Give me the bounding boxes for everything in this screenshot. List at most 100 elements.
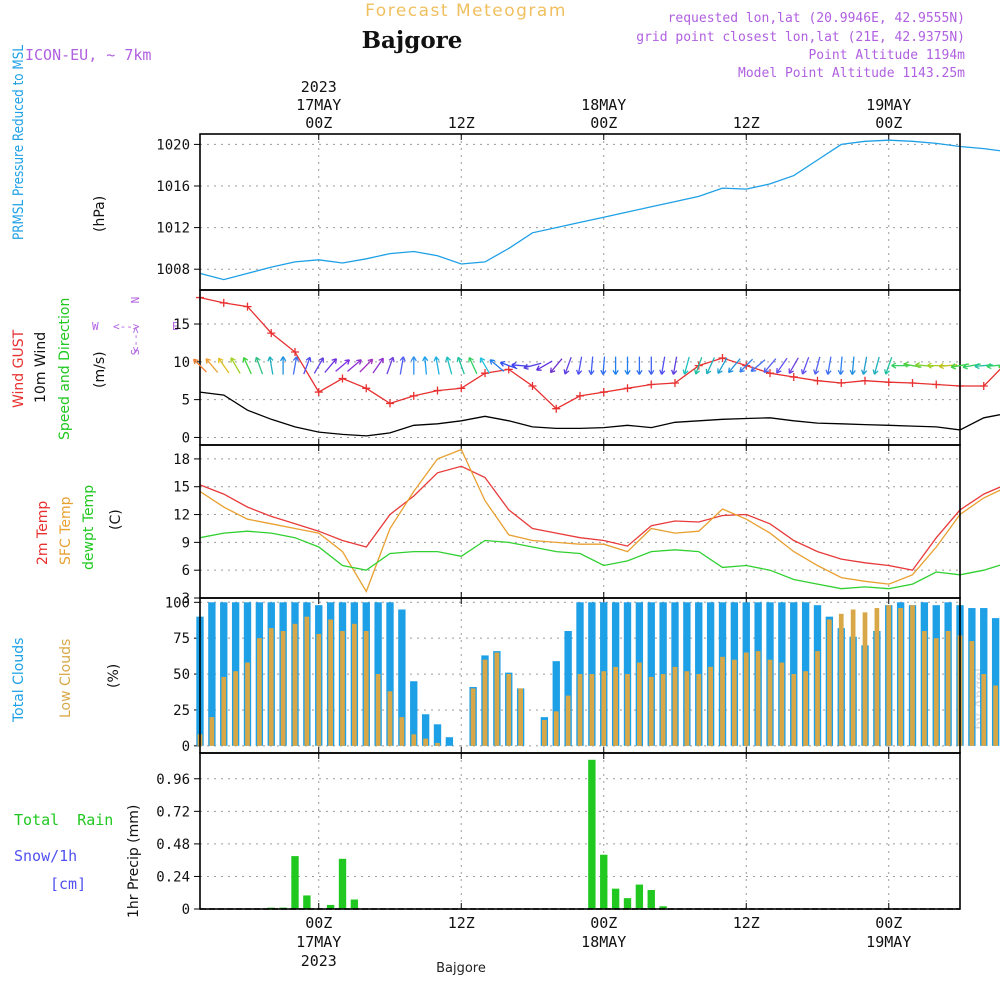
precip-bar: [635, 884, 644, 909]
gust-marker: [718, 354, 727, 363]
total-clouds-bar: [552, 661, 560, 746]
wind-arrow: [335, 359, 351, 372]
snow-label: Snow/1h: [14, 847, 77, 865]
wind-arrow: [242, 356, 252, 375]
wind-arrows: [192, 356, 1000, 375]
low-clouds-bar: [387, 691, 393, 746]
compass-w: W: [92, 320, 99, 333]
gust-marker: [789, 372, 798, 381]
wind-arrow: [267, 356, 274, 375]
clouds-unit: (%): [106, 664, 122, 688]
bottom-time-label: 00Z: [590, 914, 617, 932]
wind-arrow: [998, 365, 1000, 369]
gust-marker: [552, 404, 561, 413]
bottom-date-label: 18MAY: [581, 933, 626, 951]
ytick-label: 5: [182, 393, 190, 409]
total-clouds-label: Total Clouds: [11, 638, 27, 723]
ytick-label: 18: [173, 452, 190, 468]
total-rain-label: Total Rain: [14, 811, 113, 829]
ytick-label: 10: [173, 355, 190, 371]
ytick-label: 0.96: [156, 772, 190, 788]
low-clouds-bar: [280, 631, 286, 746]
model-label: ICON-EU, ~ 7km: [25, 46, 151, 64]
top-time-label: 12Z: [733, 114, 760, 132]
wind-arrow: [511, 362, 530, 369]
total-clouds-bar: [445, 737, 454, 746]
wind-arrow: [499, 360, 518, 370]
panel-frame: [199, 444, 961, 599]
low-clouds-bar: [720, 656, 725, 746]
gust-marker: [314, 388, 323, 397]
gust-marker: [291, 348, 299, 356]
wind-arrow: [849, 356, 856, 375]
panel-frame: [199, 133, 961, 291]
low-clouds-bar: [542, 719, 547, 746]
series-line: [199, 448, 1000, 593]
low-clouds-bar: [732, 659, 737, 746]
wind-arrow: [739, 358, 754, 373]
low-clouds-bar: [209, 717, 215, 746]
wind-arrow: [575, 356, 583, 375]
gust-marker: [481, 369, 489, 378]
low-clouds-bar: [862, 612, 868, 746]
series-line: [199, 139, 1000, 281]
top-time-label: 12Z: [448, 114, 475, 132]
wind-arrow: [292, 356, 300, 375]
panel-3: 3 6 9 12 15 18: [173, 444, 1000, 607]
wind-arrow: [563, 356, 572, 375]
low-clouds-bar: [435, 742, 440, 746]
gust-marker: [599, 388, 608, 397]
low-clouds-bar: [613, 666, 618, 746]
low-clouds-bar: [268, 628, 274, 746]
snow-unit: [cm]: [50, 875, 86, 893]
low-clouds-bar: [981, 674, 987, 746]
precip-bar: [338, 858, 347, 909]
total-clouds-bar: [220, 602, 228, 746]
precip-bar: [623, 898, 632, 909]
low-clouds-bar: [945, 631, 951, 746]
gust-marker: [504, 365, 513, 374]
low-clouds-bar: [910, 605, 915, 746]
svg-text:<-->: <-->: [129, 326, 142, 353]
gust-marker: [386, 399, 394, 408]
low-clouds-bar: [589, 674, 595, 746]
compass-e: E: [172, 320, 179, 333]
gust-marker: [861, 376, 869, 385]
ytick-label: 1008: [156, 262, 190, 278]
wind-arrow: [422, 356, 429, 375]
low-clouds-bar: [803, 671, 808, 746]
panel-4: 0 25 50 75 100: [165, 595, 1000, 755]
low-clouds-bar: [648, 676, 654, 746]
ytick-label: 0: [182, 902, 190, 918]
wind-arrow: [884, 356, 893, 375]
low-clouds-bar: [245, 662, 250, 746]
wind-arrow: [717, 357, 728, 374]
wind-arrow: [217, 357, 230, 374]
wind-arrow: [860, 356, 868, 375]
top-date-label: 17MAY: [296, 96, 341, 114]
wind-arrow: [837, 356, 844, 375]
bottom-time-label: 12Z: [448, 914, 475, 932]
time-labels: 00Z00Z12Z12Z00Z00Z12Z12Z00Z00Z17MAY17MAY…: [296, 78, 911, 970]
low-clouds-bar: [482, 659, 488, 746]
svg-text:<-->: <-->: [113, 320, 140, 333]
wind-arrow: [750, 359, 766, 373]
footer-location: Bajgore: [436, 961, 486, 976]
prmsl-label: PRMSL Pressure Reduced to MSL: [11, 45, 27, 240]
panel-frame: [199, 752, 961, 910]
wind-arrow: [254, 356, 264, 375]
wind-arrow: [347, 359, 362, 372]
wind-arrow: [230, 357, 241, 374]
gust-marker: [766, 369, 774, 378]
location-title: Bajgore: [362, 27, 463, 54]
low-clouds-bar: [411, 734, 417, 746]
low-clouds-bar: [399, 717, 405, 746]
temp-unit: (C): [108, 509, 124, 530]
low-clouds-bar: [375, 674, 381, 746]
wind-arrow: [313, 357, 324, 374]
low-clouds-bar: [625, 674, 630, 746]
wind-arrow: [825, 356, 832, 375]
low-clouds-bar: [257, 638, 262, 746]
wind-arrow: [523, 362, 542, 370]
wind-arrow: [705, 357, 715, 375]
